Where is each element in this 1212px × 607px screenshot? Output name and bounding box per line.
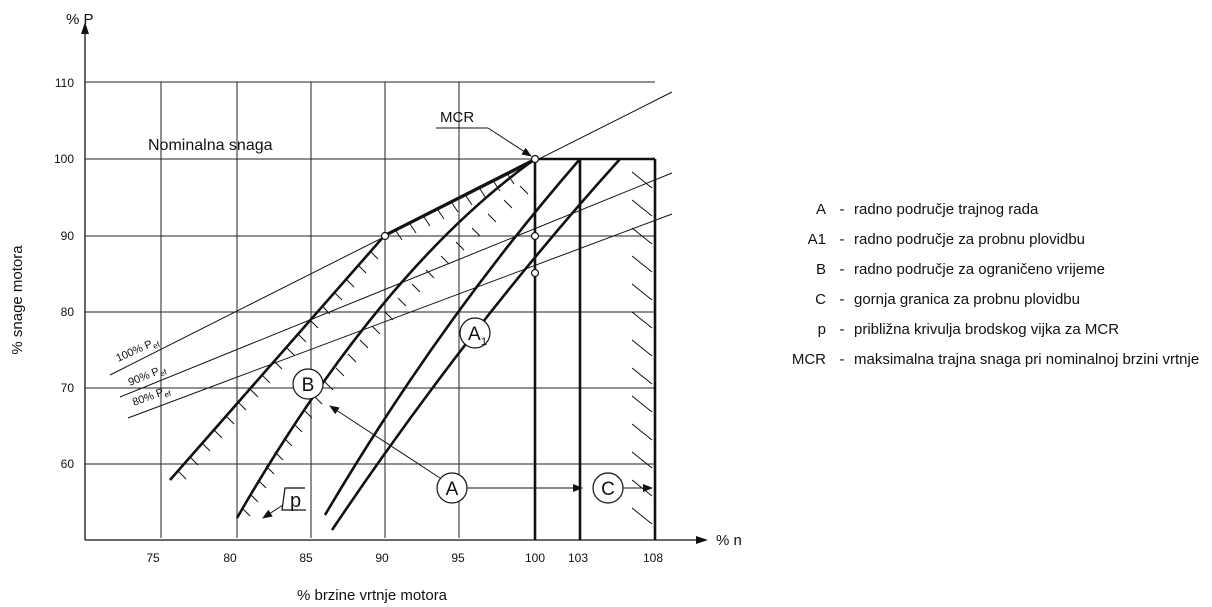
legend-key: p: [817, 321, 826, 338]
legend-item: p - približna krivulja brodskog vijka za…: [780, 320, 1210, 339]
legend-key: B: [815, 261, 826, 278]
svg-text:p: p: [290, 490, 301, 512]
legend-text: radno područje za probnu plovidbu: [854, 231, 1085, 248]
point-100-85: [530, 268, 540, 278]
point-mcr: [530, 154, 540, 164]
x-axis-unit: % n: [716, 532, 742, 549]
propeller-line-80: [127, 213, 673, 419]
nominal-power-label: Nominalna snaga: [148, 137, 273, 154]
marker-points: [380, 154, 540, 278]
svg-text:1: 1: [481, 336, 487, 348]
legend-item: A1 - radno područje za probnu plovidbu: [780, 230, 1210, 249]
legend-text: radno područje za ograničeno vrijeme: [854, 261, 1105, 278]
legend-text: maksimalna trajna snaga pri nominalnoj b…: [854, 351, 1200, 368]
svg-text:C: C: [601, 479, 615, 500]
legend-key: MCR: [791, 351, 826, 368]
legend-key: A1: [807, 231, 826, 248]
region-b-label: B: [292, 368, 324, 400]
y-tick-60: 60: [61, 457, 75, 471]
x-tick-108: 108: [643, 551, 663, 565]
legend-item: B - radno područje za ograničeno vrijeme: [780, 260, 1210, 279]
x-tick-100: 100: [525, 551, 545, 565]
y-tick-100: 100: [54, 152, 74, 166]
legend-text: radno područje trajnog rada: [854, 201, 1039, 218]
curve-p-label: p: [262, 487, 306, 519]
engine-operating-diagram: 75 80 85 90 95 100 103 108 60 70 80 90 1…: [9, 11, 742, 604]
region-c-label: C: [592, 472, 653, 504]
x-tick-103: 103: [568, 551, 588, 565]
legend-item: MCR - maksimalna trajna snaga pri nomina…: [780, 350, 1210, 369]
legend-item: A - radno područje trajnog rada: [780, 200, 1210, 219]
y-tick-110: 110: [55, 76, 74, 90]
x-tick-85: 85: [299, 551, 313, 565]
legend: A - radno područje trajnog rada A1 - rad…: [780, 200, 1210, 380]
y-tick-70: 70: [61, 381, 75, 395]
legend-dash: -: [839, 321, 845, 338]
x-tick-80: 80: [223, 551, 237, 565]
x-tick-90: 90: [375, 551, 389, 565]
y-axis-label: % snage motora: [9, 245, 26, 355]
hatching: [177, 171, 653, 525]
svg-text:A: A: [446, 479, 459, 500]
legend-dash: -: [839, 351, 845, 368]
mcr-pointer: [487, 127, 532, 157]
legend-text: gornja granica za probnu plovidbu: [854, 291, 1080, 308]
region-a1-label: A 1: [459, 317, 491, 349]
x-axis-label: % brzine vrtnje motora: [297, 587, 448, 604]
legend-dash: -: [839, 231, 845, 248]
legend-text: približna krivulja brodskog vijka za MCR: [854, 321, 1120, 338]
propeller-line-90: [119, 172, 673, 398]
operating-boundaries: [169, 157, 657, 540]
legend-key: A: [815, 201, 826, 218]
x-tick-95: 95: [451, 551, 465, 565]
point-90-90: [380, 231, 390, 241]
y-tick-80: 80: [61, 305, 75, 319]
svg-text:B: B: [302, 375, 315, 396]
x-tick-labels: 75 80 85 90 95 100 103 108: [146, 551, 663, 565]
propeller-line-100: [109, 91, 673, 376]
axes: [81, 22, 708, 544]
svg-text:A: A: [468, 324, 481, 345]
propeller-label-90: 90% Pef: [127, 363, 169, 391]
legend-dash: -: [839, 201, 845, 218]
y-tick-labels: 60 70 80 90 100 110: [54, 76, 74, 471]
y-axis-unit: % P: [66, 11, 94, 28]
y-tick-90: 90: [61, 229, 75, 243]
curve-a1-left: [323, 158, 581, 516]
region-a-label: A: [329, 405, 583, 504]
legend-item: C - gornja granica za probnu plovidbu: [780, 290, 1210, 309]
point-100-90: [530, 231, 540, 241]
mcr-label: MCR: [440, 109, 474, 126]
legend-dash: -: [839, 291, 845, 308]
legend-key: C: [815, 291, 826, 308]
propeller-label-100: 100% Pef: [114, 335, 162, 366]
legend-dash: -: [839, 261, 845, 278]
x-tick-75: 75: [146, 551, 160, 565]
